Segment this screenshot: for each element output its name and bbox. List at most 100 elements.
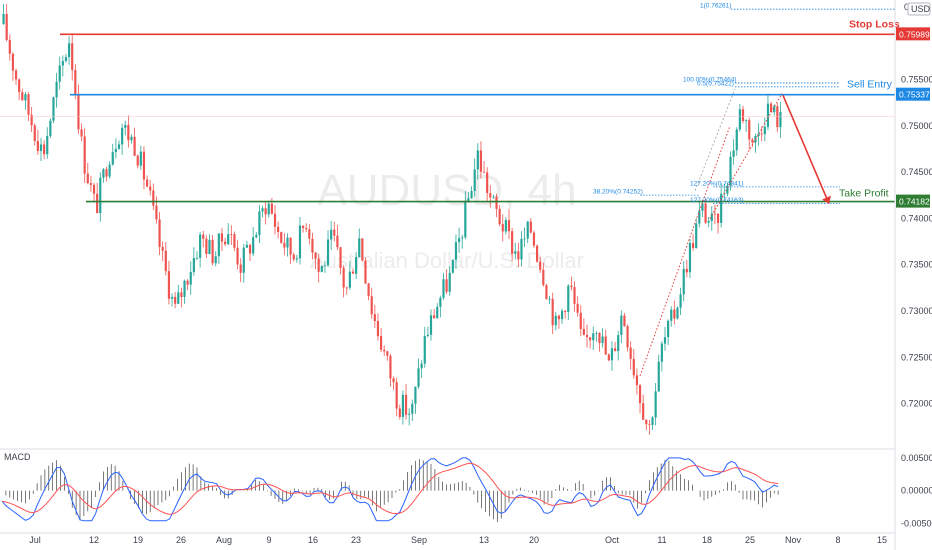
x-tick-label: 11 xyxy=(657,535,666,545)
x-tick-label: 13 xyxy=(479,535,489,545)
candle-body xyxy=(542,269,545,286)
candle-body xyxy=(211,239,214,264)
candle-body xyxy=(691,243,695,249)
candle-body xyxy=(557,315,561,320)
candle-body xyxy=(570,285,573,288)
candle-body xyxy=(52,97,55,121)
candle-body xyxy=(261,208,264,212)
candle-body xyxy=(667,320,670,338)
candle-body xyxy=(454,242,458,260)
candle-body xyxy=(220,233,224,242)
candle-body xyxy=(539,261,542,270)
candle-body xyxy=(286,237,289,248)
fib-level-label: 38.20%(0.74252) xyxy=(593,189,643,196)
candle-body xyxy=(439,297,442,307)
candle-body xyxy=(295,258,298,260)
trend-line-red xyxy=(709,93,783,219)
candle-body xyxy=(358,238,361,258)
candle-body xyxy=(130,136,133,141)
candle-body xyxy=(192,258,195,273)
candle-body xyxy=(83,136,86,174)
candle-body xyxy=(745,120,748,122)
candle-body xyxy=(545,285,548,300)
candle-body xyxy=(99,177,102,214)
candle-body xyxy=(308,229,311,239)
candle-body xyxy=(476,150,479,170)
candle-body xyxy=(457,238,461,243)
macd-pane: MACD 0.00500 0.00000 -0.00500 xyxy=(1,452,932,528)
x-tick-label: Jul xyxy=(29,535,41,545)
candle-body xyxy=(361,238,364,261)
candle-body xyxy=(601,336,604,343)
candle-body xyxy=(89,183,93,185)
currency-label: USD xyxy=(911,4,931,14)
candle-body xyxy=(264,208,267,215)
candle-body xyxy=(92,184,96,194)
candle-body xyxy=(133,136,136,156)
candle-body xyxy=(654,391,657,418)
candle-body xyxy=(532,232,536,246)
candle-body xyxy=(688,243,692,273)
candle-body xyxy=(479,150,483,172)
candle-body xyxy=(158,219,161,247)
candle-body xyxy=(61,60,64,66)
candle-body xyxy=(124,124,127,128)
candle-body xyxy=(638,385,642,404)
candle-body xyxy=(373,314,376,321)
candle-body xyxy=(704,203,707,223)
y-tick-label: 0.74000 xyxy=(901,213,932,223)
candle-body xyxy=(604,336,607,355)
candle-body xyxy=(741,109,745,122)
candle-body xyxy=(451,259,454,273)
candle-body xyxy=(679,294,682,308)
candle-body xyxy=(766,103,770,127)
candle-body xyxy=(589,337,592,341)
candle-body xyxy=(333,229,336,236)
x-tick-label: 20 xyxy=(529,535,539,545)
candle-body xyxy=(43,144,46,155)
candle-body xyxy=(498,208,501,225)
x-tick-label: Nov xyxy=(785,535,802,545)
candle-body xyxy=(507,220,511,232)
candle-body xyxy=(77,94,80,130)
candle-body xyxy=(676,307,679,319)
candle-body xyxy=(280,232,283,243)
candle-body xyxy=(298,225,302,259)
candle-body xyxy=(414,386,417,404)
candle-body xyxy=(46,135,49,155)
candle-body xyxy=(420,363,423,369)
forecast-arrow-line xyxy=(782,95,830,204)
candle-body xyxy=(732,150,735,157)
candle-body xyxy=(511,231,514,254)
candle-body xyxy=(152,190,155,206)
candle-body xyxy=(582,328,585,335)
x-tick-label: 26 xyxy=(176,535,186,545)
candle-body xyxy=(573,287,576,304)
candle-body xyxy=(757,133,760,136)
candle-body xyxy=(495,196,498,209)
candle-body xyxy=(598,332,601,343)
y-tick-label: 0.72500 xyxy=(901,352,932,362)
candle-body xyxy=(426,334,429,337)
candle-body xyxy=(607,354,610,361)
y-tick-label: 0.72000 xyxy=(901,399,932,409)
fib-level-label: 0.5(0.75422) xyxy=(697,80,734,87)
candle-body xyxy=(370,296,373,315)
candle-body xyxy=(720,193,723,223)
candle-body xyxy=(236,247,239,265)
candle-body xyxy=(417,368,420,387)
candle-body xyxy=(389,355,392,379)
candle-body xyxy=(96,193,99,214)
candle-body xyxy=(695,223,698,249)
candle-body xyxy=(548,298,551,300)
candle-body xyxy=(670,309,673,321)
y-tick-label: 0.73000 xyxy=(901,306,932,316)
candle-body xyxy=(489,193,492,198)
fib-level-label: 100.00%(0.75464) xyxy=(683,76,737,83)
candle-body xyxy=(27,94,30,115)
candle-body xyxy=(486,172,489,194)
candle-body xyxy=(376,320,380,337)
candle-body xyxy=(551,298,554,326)
candle-body xyxy=(735,129,738,151)
